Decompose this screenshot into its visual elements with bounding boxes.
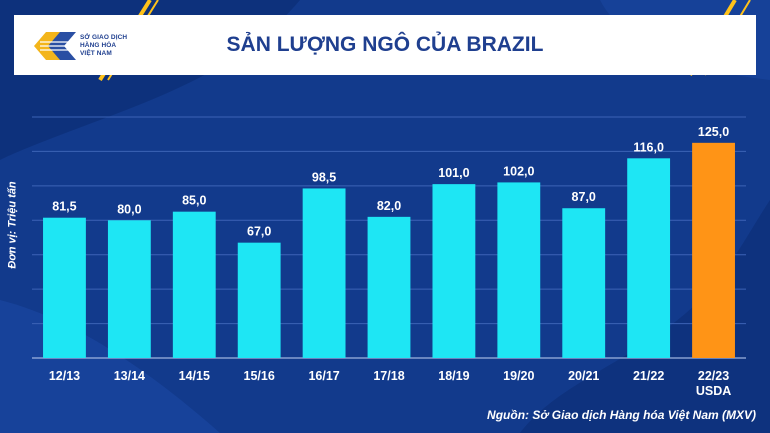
x-tick-label: 17/18 — [373, 369, 404, 383]
title-banner: SỞ GIAO DỊCH HÀNG HÓA VIỆT NAM SẢN LƯỢNG… — [14, 15, 756, 75]
bar — [562, 208, 606, 358]
bar — [432, 184, 476, 358]
data-label: 82,0 — [377, 199, 401, 213]
x-tick-label: 19/20 — [503, 369, 534, 383]
bar — [692, 142, 735, 358]
bar — [367, 216, 411, 358]
data-label: 85,0 — [182, 194, 206, 208]
bar — [302, 188, 346, 358]
bar — [43, 217, 86, 358]
logo-icon — [34, 32, 76, 60]
x-tick-label: 18/19 — [438, 369, 469, 383]
data-label: 80,0 — [117, 202, 141, 216]
data-label: 81,5 — [52, 200, 76, 214]
data-label: 116,0 — [633, 140, 664, 154]
x-tick-label: USDA — [696, 384, 731, 398]
x-tick-label: 21/22 — [633, 369, 664, 383]
x-tick-label: 14/15 — [179, 369, 210, 383]
data-label: 101,0 — [438, 166, 469, 180]
x-tick-label: 12/13 — [49, 369, 80, 383]
data-label: 67,0 — [247, 225, 271, 239]
chart-title: SẢN LƯỢNG NGÔ CỦA BRAZIL — [226, 33, 544, 56]
logo: SỞ GIAO DỊCH HÀNG HÓA VIỆT NAM — [34, 26, 150, 66]
bar — [107, 220, 151, 358]
logo-text: SỞ GIAO DỊCH HÀNG HÓA VIỆT NAM — [80, 34, 127, 58]
data-label: 98,5 — [312, 170, 336, 184]
data-label: 102,0 — [503, 164, 534, 178]
data-label: 87,0 — [572, 190, 596, 204]
bar — [627, 158, 671, 358]
x-tick-label: 13/14 — [114, 369, 145, 383]
x-tick-label: 16/17 — [308, 369, 339, 383]
bar — [172, 211, 216, 358]
logo-line: SỞ GIAO DỊCH — [80, 34, 128, 41]
x-tick-label: 22/23 — [698, 369, 729, 383]
bar — [497, 182, 541, 358]
logo-line: VIỆT NAM — [80, 50, 112, 57]
data-label: 125,0 — [698, 125, 729, 139]
logo-line: HÀNG HÓA — [80, 42, 117, 49]
bar — [237, 242, 281, 358]
x-tick-label: 20/21 — [568, 369, 599, 383]
x-tick-label: 15/16 — [244, 369, 275, 383]
source-note: Nguồn: Sở Giao dịch Hàng hóa Việt Nam (M… — [487, 408, 756, 422]
